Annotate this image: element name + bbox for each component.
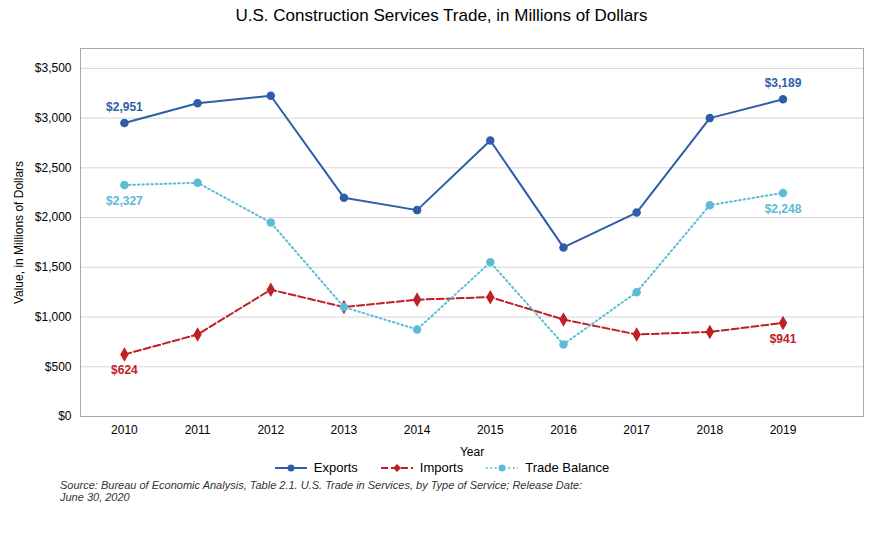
html-text:U.S. Construction Services Tra: U.S. Construction Services Trade, in Mil… — [235, 6, 648, 25]
svg-text:Year: Year — [460, 445, 484, 459]
svg-text:2015: 2015 — [477, 423, 504, 437]
html-text:Imports: Imports — [419, 460, 464, 475]
svg-text:2013: 2013 — [331, 423, 358, 437]
svg-text:$941: $941 — [770, 332, 797, 346]
html-text:Trade Balance: Trade Balance — [525, 460, 610, 475]
svg-text:$0: $0 — [58, 409, 72, 423]
svg-text:$3,189: $3,189 — [765, 76, 802, 90]
svg-text:2016: 2016 — [550, 423, 577, 437]
svg-text:$3,000: $3,000 — [35, 111, 72, 125]
svg-text:2019: 2019 — [770, 423, 797, 437]
svg-text:$1,500: $1,500 — [35, 260, 72, 274]
svg-text:2010: 2010 — [111, 423, 138, 437]
html-text:Source: Bureau of Economic Ana: Source: Bureau of Economic Analysis, Tab… — [60, 479, 583, 503]
svg-text:$2,500: $2,500 — [35, 161, 72, 175]
svg-text:2014: 2014 — [404, 423, 431, 437]
svg-text:2011: 2011 — [185, 423, 211, 437]
svg-text:$624: $624 — [111, 363, 138, 377]
svg-text:$500: $500 — [45, 360, 72, 374]
svg-text:$2,248: $2,248 — [765, 202, 802, 216]
svg-text:Value, in Millions of Dollars: Value, in Millions of Dollars — [12, 161, 26, 304]
svg-text:$2,951: $2,951 — [106, 100, 143, 114]
svg-text:$2,000: $2,000 — [35, 210, 72, 224]
svg-text:$2,327: $2,327 — [106, 194, 143, 208]
svg-text:2018: 2018 — [696, 423, 723, 437]
svg-text:2012: 2012 — [257, 423, 284, 437]
svg-text:2017: 2017 — [623, 423, 650, 437]
html-text:Exports: Exports — [313, 460, 358, 475]
svg-text:$3,500: $3,500 — [35, 61, 72, 75]
svg-text:$1,000: $1,000 — [35, 310, 72, 324]
